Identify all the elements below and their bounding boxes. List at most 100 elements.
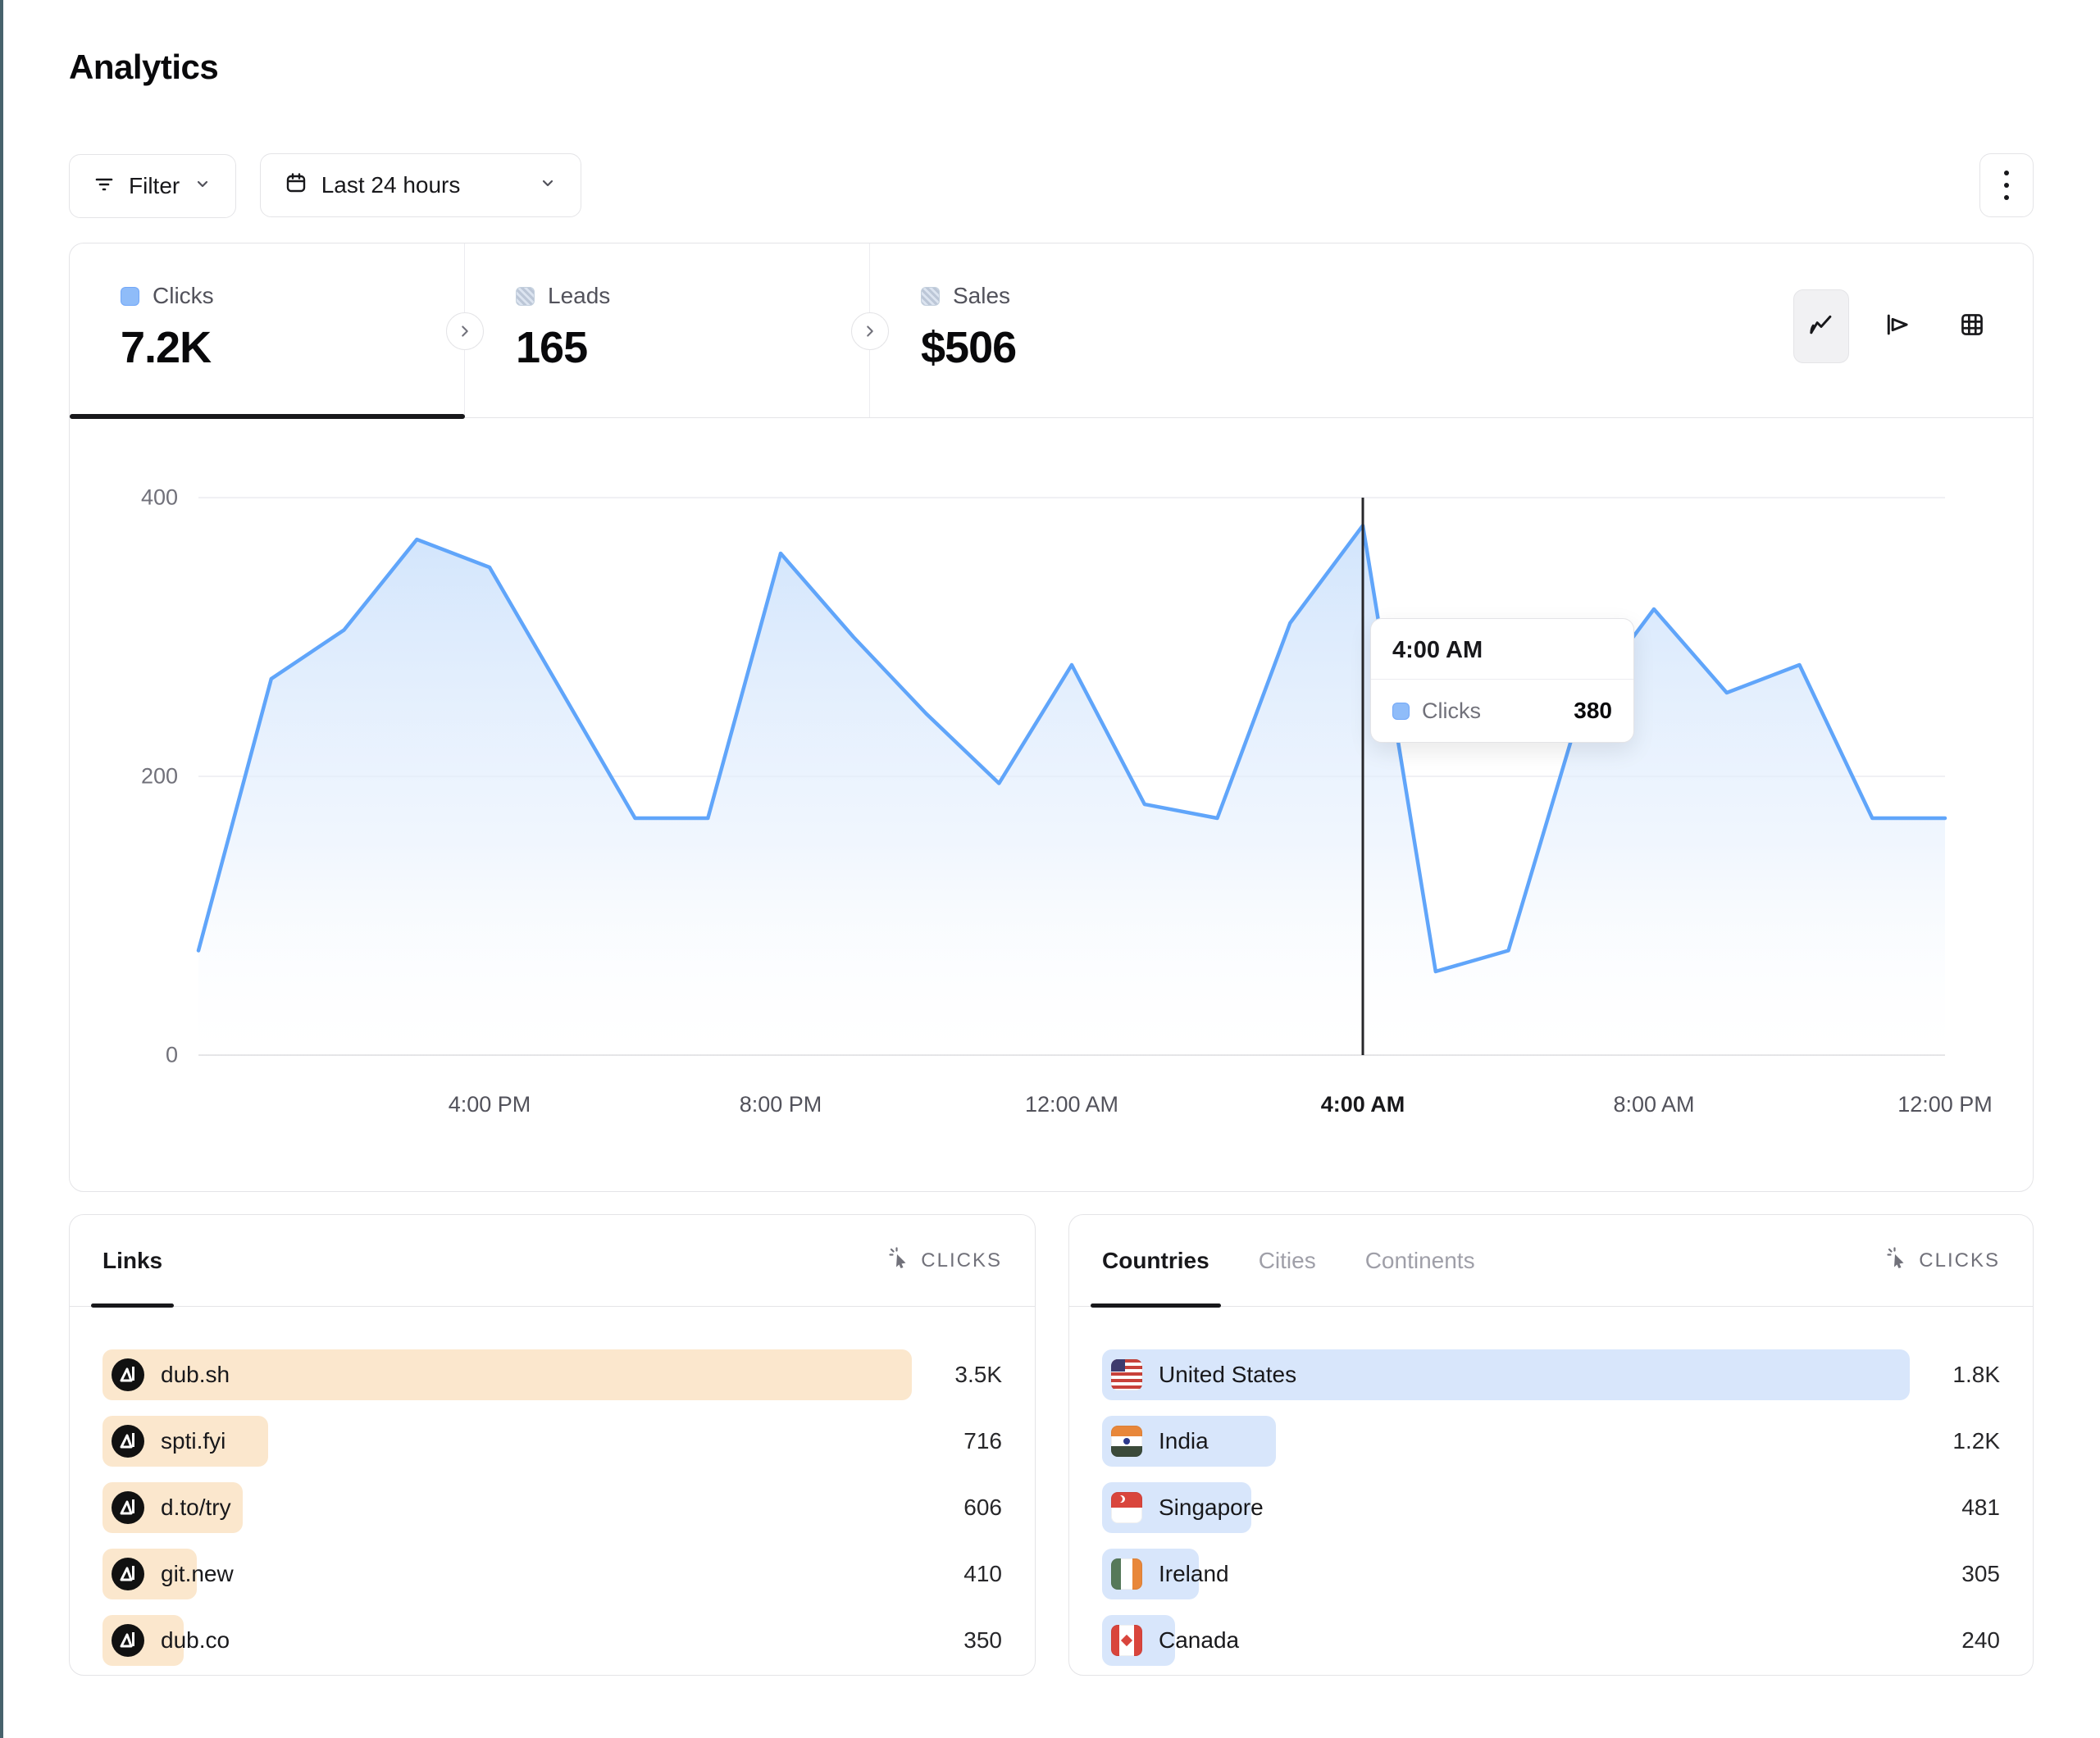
link-clicks-value: 716 [963,1428,1002,1454]
line-chart-toggle[interactable] [1793,289,1849,363]
link-clicks-value: 606 [963,1495,1002,1520]
singapore-flag-icon [1111,1492,1142,1523]
next-stat-chevron-button[interactable] [851,312,889,350]
chart-type-toggles [1793,289,2000,363]
y-tick-label: 400 [140,485,178,510]
link-label: dub.sh [161,1362,230,1387]
active-stat-underline [70,414,465,419]
country-label: Canada [1159,1627,1240,1653]
links-metric-label: CLICKS [921,1249,1002,1272]
stat-tab-sales[interactable]: Sales $506 [870,243,2033,417]
dub-logo-icon [112,1624,144,1657]
country-clicks-value: 1.2K [1952,1428,2000,1454]
more-options-button[interactable] [1979,153,2034,217]
y-tick-label: 0 [165,1042,178,1067]
link-clicks-value: 350 [963,1627,1002,1653]
tab-links[interactable]: Links [90,1215,175,1308]
link-label: dub.co [161,1627,230,1653]
dub-logo-icon [112,1358,144,1391]
country-row[interactable]: Ireland 305 [1102,1549,2000,1599]
links-panel: Links CLICKS dub.sh 3.5K [69,1214,1036,1676]
chart-plot [196,497,1947,1056]
country-clicks-value: 1.8K [1952,1362,2000,1387]
country-clicks-value: 481 [1961,1495,2000,1520]
tooltip-clicks-swatch [1392,702,1410,720]
clicks-timeseries-chart[interactable]: 0 200 400 4:00 PM 8:00 PM 12:00 AM 4:00 AM 8:0… [70,418,2033,1191]
clicks-line [196,523,1947,974]
links-metric-header[interactable]: CLICKS [888,1246,1002,1275]
stat-tab-leads[interactable]: Leads 165 [465,243,870,417]
kebab-icon [2004,171,2009,175]
link-bar [102,1349,912,1400]
sales-series-swatch [921,286,940,306]
country-row[interactable]: United States 1.8K [1102,1349,2000,1400]
stat-tab-clicks[interactable]: Clicks 7.2K [70,243,465,419]
link-clicks-value: 410 [963,1561,1002,1586]
left-edge-stripe [0,0,3,1738]
x-tick-label: 4:00 AM [1320,1092,1405,1117]
funnel-chart-toggle[interactable] [1869,289,1925,363]
leads-stat-value: 165 [516,323,588,372]
link-clicks-value: 3.5K [954,1362,1002,1387]
tooltip-time: 4:00 AM [1371,619,1633,680]
leads-series-swatch [516,286,535,306]
line-chart-icon [1807,311,1835,343]
page-title: Analytics [69,48,219,86]
filter-button[interactable]: Filter [69,154,237,218]
dub-logo-icon [112,1425,144,1458]
dub-logo-icon [112,1558,144,1590]
date-range-button[interactable]: Last 24 hours [259,153,581,217]
link-row[interactable]: dub.sh 3.5K [102,1349,1002,1400]
clicks-stat-label: Clicks [153,283,214,308]
table-view-toggle[interactable] [1944,289,2000,363]
link-row[interactable]: spti.fyi 716 [102,1416,1002,1467]
next-stat-chevron-button[interactable] [446,312,484,350]
leads-stat-label: Leads [548,283,611,308]
x-tick-label: 8:00 PM [739,1092,822,1117]
country-row[interactable]: Singapore 481 [1102,1482,2000,1533]
link-row[interactable]: dub.co 350 [102,1615,1002,1666]
link-label: spti.fyi [161,1428,226,1454]
x-tick-label: 12:00 PM [1897,1092,1993,1117]
x-tick-label: 8:00 AM [1613,1092,1695,1117]
table-grid-icon [1958,311,1986,343]
country-row[interactable]: India 1.2K [1102,1416,2000,1467]
countries-metric-label: CLICKS [1919,1249,2000,1272]
countries-panel: Countries Cities Continents CLICKS Unite… [1068,1214,2034,1676]
date-range-label: Last 24 hours [321,172,461,198]
calendar-icon [284,171,308,201]
country-bar [1102,1349,1910,1400]
ireland-flag-icon [1111,1558,1142,1590]
country-label: Ireland [1159,1561,1229,1586]
links-panel-header: Links CLICKS [70,1215,1035,1308]
tooltip-series-label: Clicks [1422,698,1481,723]
countries-metric-header[interactable]: CLICKS [1886,1246,2000,1275]
link-row[interactable]: d.to/try 606 [102,1482,1002,1533]
tab-countries[interactable]: Countries [1091,1215,1221,1308]
country-label: Singapore [1159,1495,1264,1520]
chevron-down-icon [193,173,212,199]
links-rows: dub.sh 3.5K spti.fyi 716 [70,1307,1035,1666]
x-tick-label: 4:00 PM [448,1092,531,1117]
filter-icon [93,172,116,201]
cursor-click-icon [888,1246,911,1275]
stats-row: Clicks 7.2K Leads 165 Sales $506 [70,243,2033,419]
chart-tooltip: 4:00 AM Clicks 380 [1370,618,1634,743]
link-label: d.to/try [161,1495,231,1520]
chevron-down-icon [538,172,558,198]
tab-cities[interactable]: Cities [1258,1247,1316,1273]
india-flag-icon [1111,1426,1142,1457]
sales-stat-label: Sales [953,283,1011,308]
country-clicks-value: 305 [1961,1561,2000,1586]
country-row[interactable]: Canada 240 [1102,1615,2000,1666]
countries-rows: United States 1.8K India 1.2K [1069,1307,2033,1666]
tooltip-value: 380 [1574,698,1612,723]
clicks-series-swatch [121,286,139,306]
countries-panel-header: Countries Cities Continents CLICKS [1069,1215,2033,1308]
x-tick-label: 12:00 AM [1024,1092,1119,1117]
us-flag-icon [1111,1359,1142,1390]
country-label: United States [1159,1362,1297,1387]
tab-continents[interactable]: Continents [1364,1247,1475,1273]
link-row[interactable]: git.new 410 [102,1549,1002,1599]
